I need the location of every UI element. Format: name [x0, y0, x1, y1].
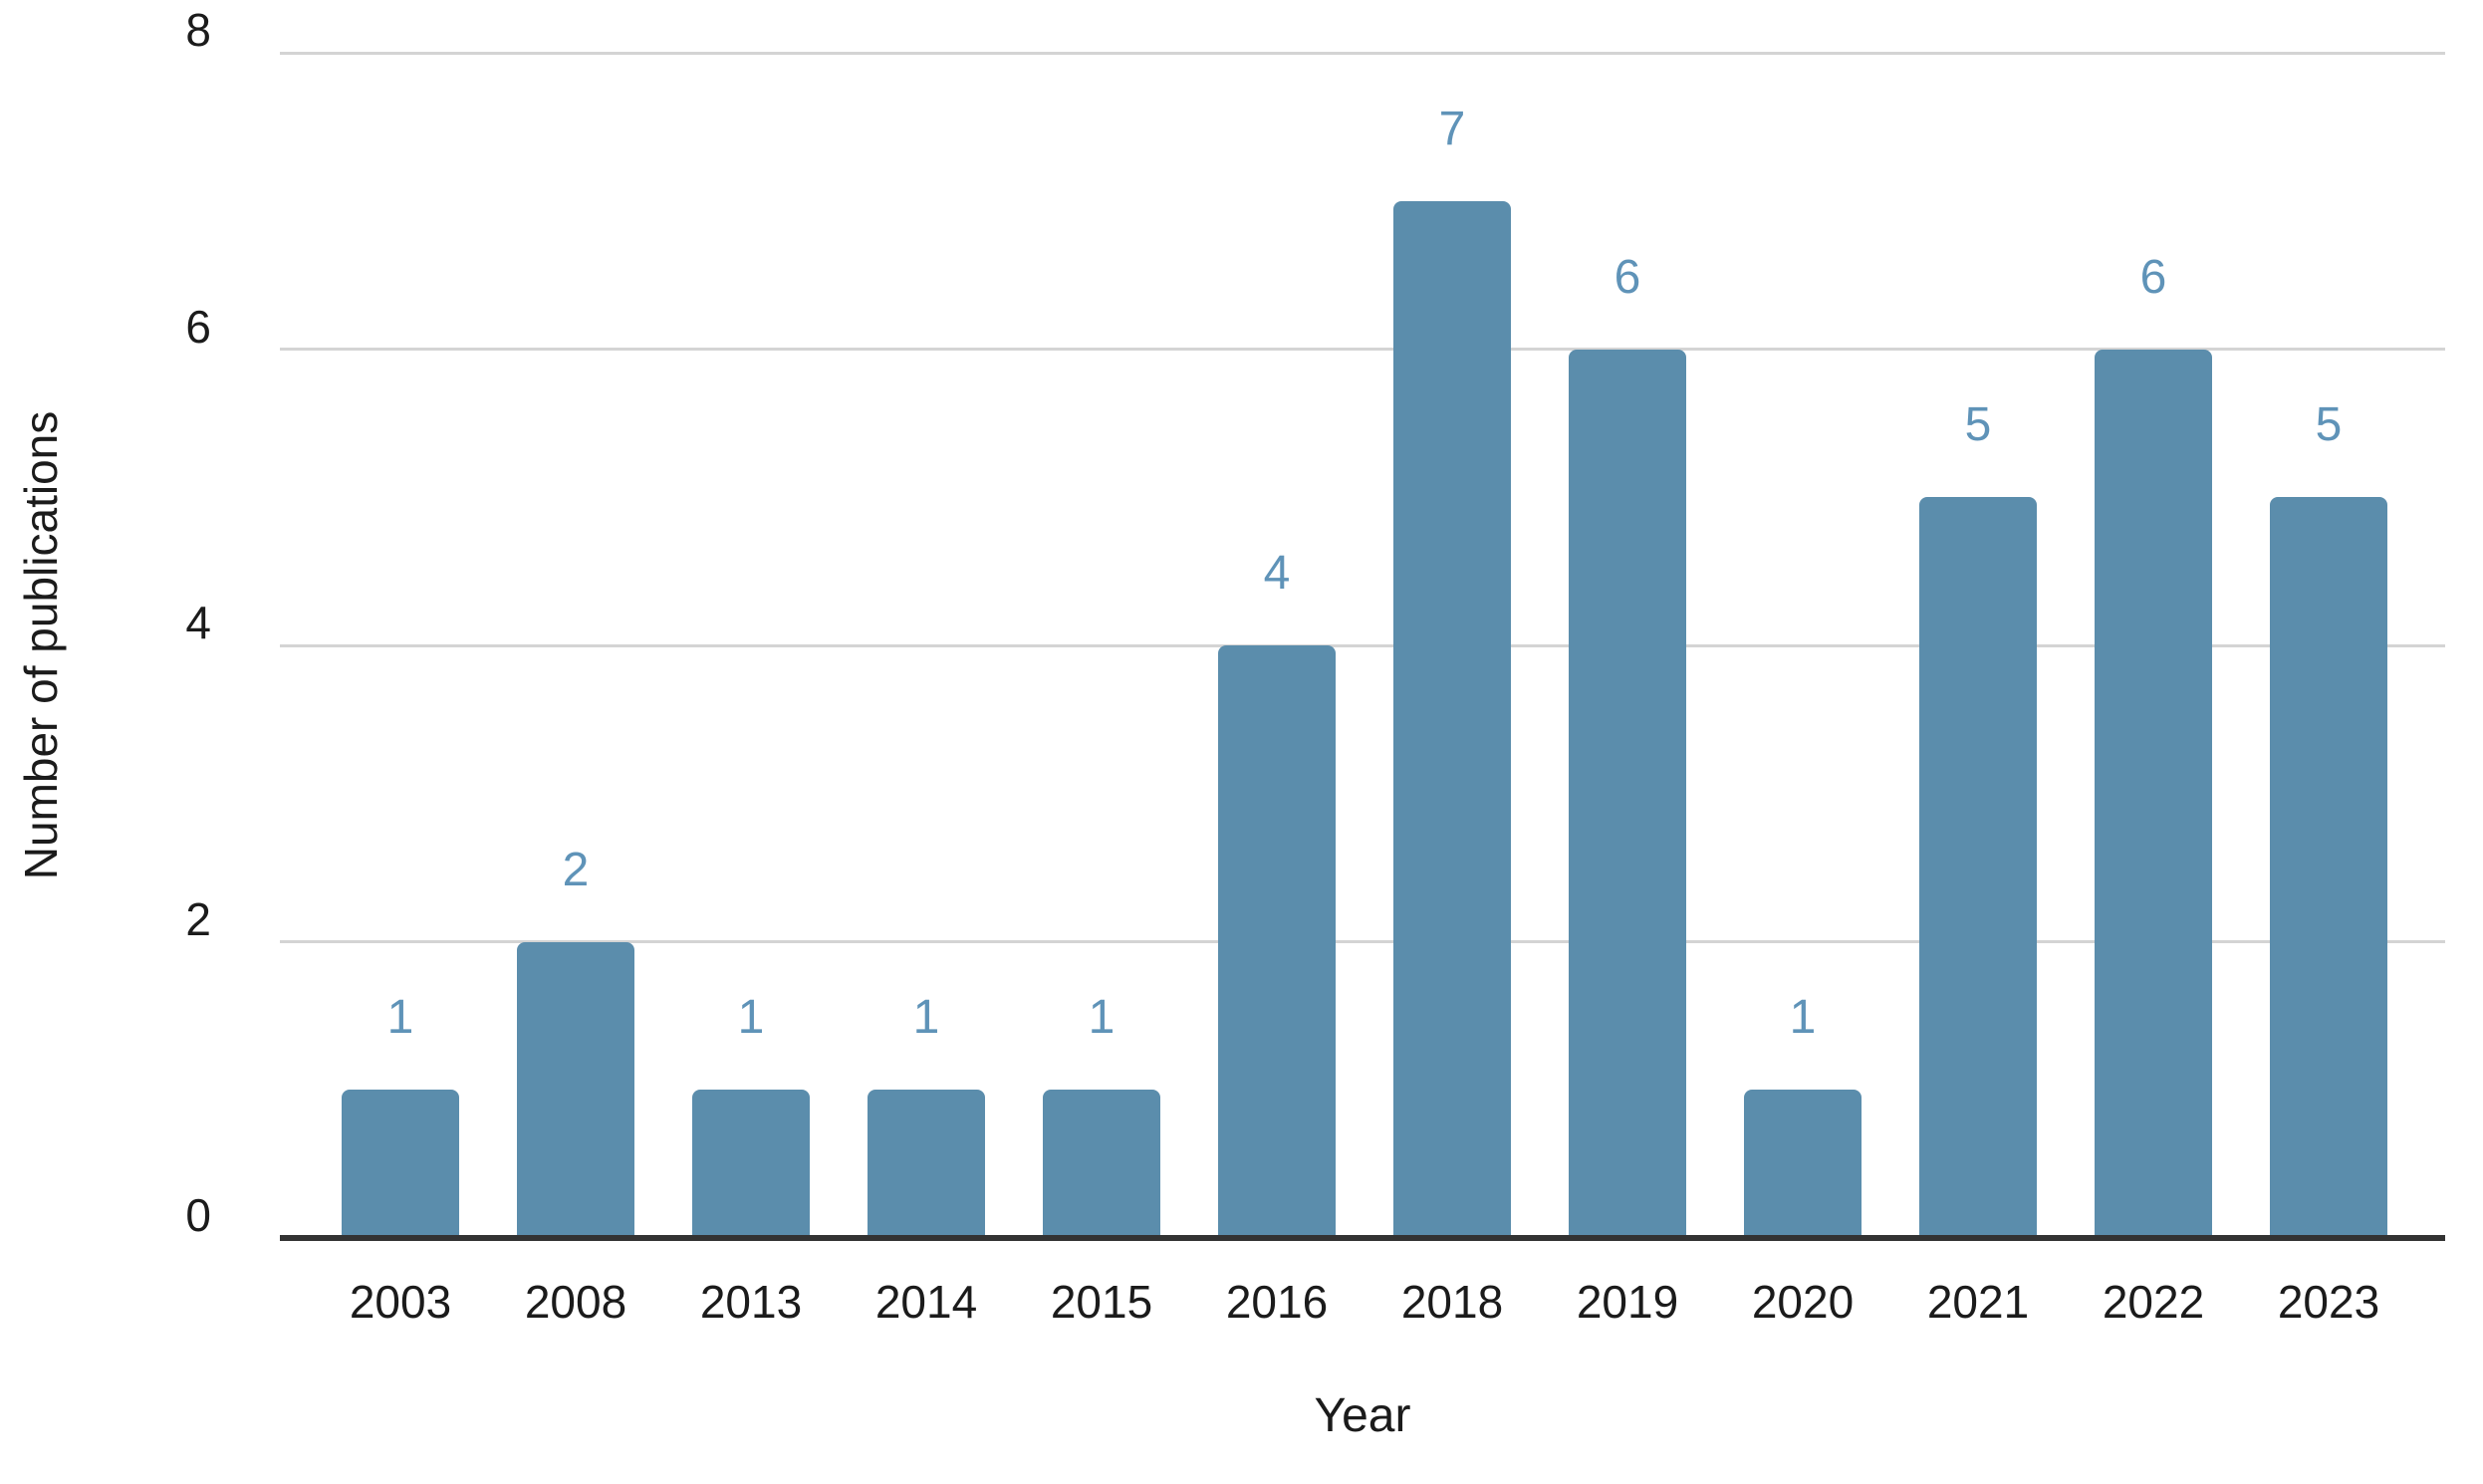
bar-2013 [692, 1090, 810, 1238]
x-tick-labels-container: 2003 2008 2013 2014 2015 2016 2018 2019 2020 2021… [313, 1279, 2416, 1325]
bar-2020 [1744, 1090, 1862, 1238]
bar-value-label: 5 [1964, 398, 1992, 452]
bar-slot-2016: 4 [1189, 53, 1365, 1238]
bar-2018 [1393, 200, 1511, 1238]
x-tick-label: 2018 [1400, 1276, 1504, 1328]
y-axis-title-text: Number of publications [15, 410, 67, 880]
bar-value-label: 1 [386, 991, 414, 1045]
bar-2021 [1919, 497, 2037, 1238]
x-tick-label: 2020 [1751, 1276, 1855, 1328]
bar-value-label: 1 [912, 991, 940, 1045]
x-tick-label: 2022 [2102, 1276, 2205, 1328]
x-tick-label: 2003 [349, 1276, 452, 1328]
bar-value-label: 5 [2315, 398, 2343, 452]
bar-value-label: 1 [1789, 991, 1817, 1045]
bar-2008 [517, 941, 634, 1238]
bar-slot-2023: 5 [2241, 53, 2416, 1238]
bar-slot-2008: 2 [488, 53, 663, 1238]
x-tick-label: 2023 [2277, 1276, 2380, 1328]
y-tick-label: 0 [185, 1189, 211, 1241]
bar-slot-2022: 6 [2066, 53, 2241, 1238]
gridline-y-6 [280, 348, 2445, 351]
bar-2023 [2270, 497, 2387, 1238]
bar-value-label: 1 [737, 991, 765, 1045]
y-tick-label: 6 [185, 300, 211, 353]
bar-slot-2013: 1 [663, 53, 839, 1238]
bar-value-label: 7 [1438, 102, 1466, 155]
x-axis-line [280, 1235, 2445, 1241]
bar-value-label: 6 [2139, 250, 2167, 304]
gridline-y-4 [280, 643, 2445, 647]
x-axis-title: Year [1314, 1389, 1411, 1442]
bar-value-label: 4 [1263, 547, 1291, 600]
bar-2003 [342, 1090, 459, 1238]
bar-2014 [868, 1090, 985, 1238]
y-tick-label: 8 [185, 4, 211, 56]
bar-value-label: 6 [1614, 250, 1641, 304]
x-tick-label: 2016 [1225, 1276, 1329, 1328]
y-tick-label: 2 [185, 892, 211, 945]
bar-value-label: 1 [1088, 991, 1116, 1045]
y-tick-label: 4 [185, 597, 211, 648]
bar-2022 [2095, 349, 2212, 1238]
x-tick-label: 2019 [1576, 1276, 1679, 1328]
bar-slot-2019: 6 [1540, 53, 1715, 1238]
bar-2019 [1569, 349, 1686, 1238]
gridline-y-2 [280, 940, 2445, 943]
x-tick-label: 2021 [1926, 1276, 2030, 1328]
x-tick-label: 2008 [524, 1276, 627, 1328]
bar-2015 [1043, 1090, 1160, 1238]
x-tick-label: 2015 [1050, 1276, 1153, 1328]
bar-2016 [1218, 645, 1336, 1238]
bar-value-label: 2 [562, 843, 590, 896]
bar-slot-2015: 1 [1014, 53, 1189, 1238]
bar-slot-2020: 1 [1715, 53, 1890, 1238]
gridline-y-8 [280, 51, 2445, 55]
bar-slot-2003: 1 [313, 53, 488, 1238]
x-tick-label: 2013 [699, 1276, 803, 1328]
x-tick-label: 2014 [874, 1276, 978, 1328]
bar-slot-2014: 1 [839, 53, 1014, 1238]
bar-slot-2021: 5 [1890, 53, 2066, 1238]
plot-area: 0 2 4 6 8 1 2 1 1 1 4 7 6 1 5 6 5 [185, 7, 2445, 1241]
bars-container: 1 2 1 1 1 4 7 6 1 5 6 5 [313, 53, 2416, 1238]
bar-slot-2018: 7 [1365, 53, 1540, 1238]
